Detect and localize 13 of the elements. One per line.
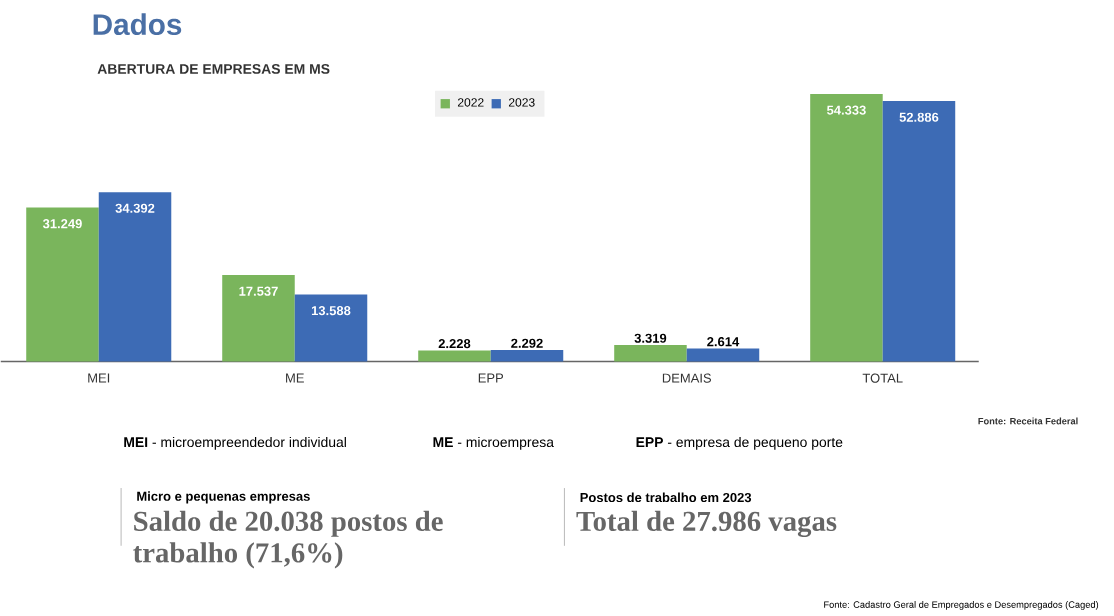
- bar: [294, 294, 368, 362]
- text: Total de 27.986 vagas: [576, 510, 837, 537]
- bar: [222, 274, 295, 362]
- bar: [418, 350, 491, 362]
- bar: [490, 349, 564, 362]
- chart-title: Dados: [93, 13, 182, 35]
- bar: [686, 348, 760, 362]
- bar: [26, 207, 99, 362]
- bar: [614, 344, 687, 362]
- text: Saldo de 20.038 postos de trabalho (71,6%): [133, 510, 443, 569]
- bar: [882, 100, 956, 362]
- bar: [810, 93, 883, 362]
- bar: [98, 191, 172, 362]
